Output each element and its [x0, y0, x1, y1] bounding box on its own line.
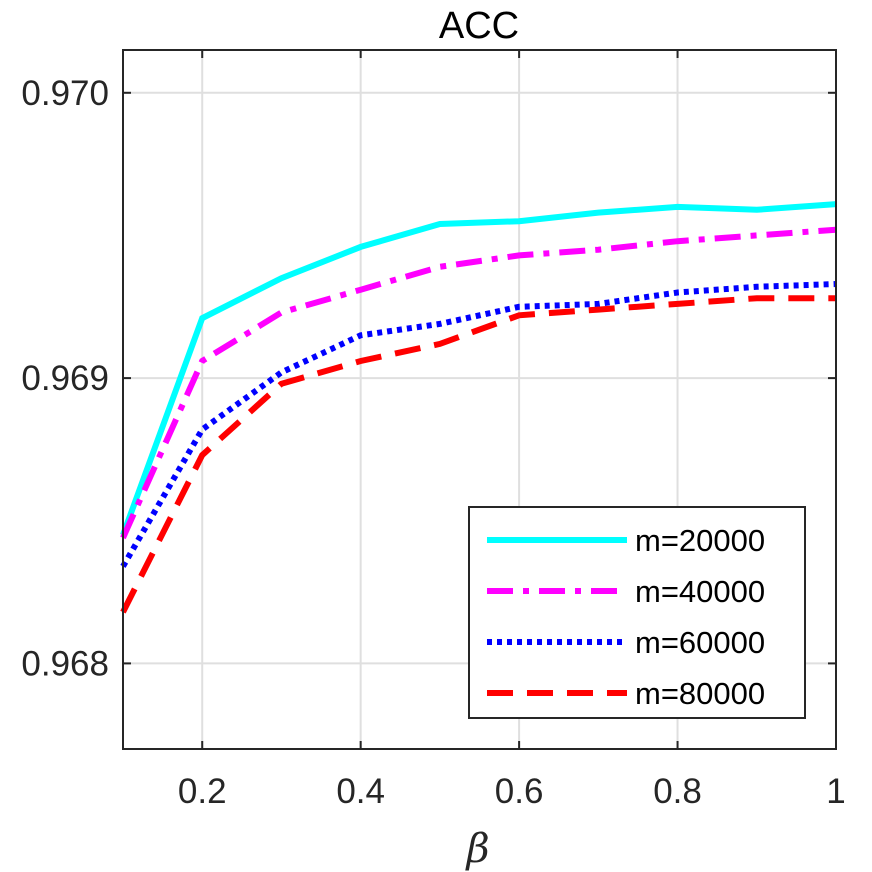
- series-lines: [120, 201, 837, 614]
- legend-label: m=60000: [635, 625, 765, 660]
- chart-title: ACC: [439, 5, 519, 47]
- legend-items: m=20000 m=40000 m=60000 m=80000: [487, 523, 765, 711]
- legend-label: m=20000: [635, 523, 765, 558]
- x-tick-label: 0.2: [178, 772, 227, 811]
- series-line-m-60000: [120, 281, 837, 568]
- series-line-m-20000: [120, 201, 837, 537]
- x-tick-label: 0.8: [653, 772, 702, 811]
- legend-label: m=80000: [635, 676, 765, 711]
- x-tick-label: 0.6: [495, 772, 544, 811]
- axis-tick-labels: 0.2 0.4 0.6 0.8 1 0.968 0.969 0.970: [21, 74, 845, 811]
- x-tick-label: 0.4: [336, 772, 385, 811]
- x-axis-label: β: [464, 826, 489, 872]
- y-tick-label: 0.968: [21, 644, 109, 683]
- x-tick-label: 1: [826, 772, 845, 811]
- legend: m=20000 m=40000 m=60000 m=80000: [468, 506, 806, 719]
- y-tick-label: 0.969: [21, 359, 109, 398]
- legend-label: m=40000: [635, 574, 765, 609]
- y-tick-label: 0.970: [21, 74, 109, 113]
- plot-frame: [122, 49, 837, 750]
- series-line-m-40000: [120, 226, 837, 540]
- axis-ticks: [123, 50, 837, 749]
- series-line-m-80000: [120, 295, 836, 614]
